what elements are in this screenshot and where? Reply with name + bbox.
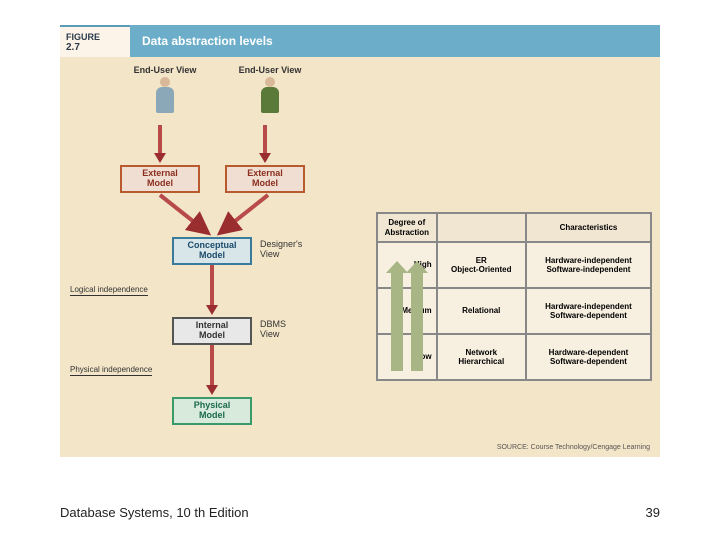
models-cell: NetworkHierarchical	[437, 334, 526, 380]
chars-cell: Hardware-independentSoftware-independent	[526, 242, 651, 288]
physical-independence-label: Physical independence	[70, 365, 152, 376]
box-line2: Model	[147, 179, 173, 189]
level-cell: Medium	[377, 288, 437, 334]
end-user-2: End-User View	[225, 65, 315, 117]
figure-title: Data abstraction levels	[130, 25, 660, 57]
external-model-box-2: External Model	[225, 165, 305, 193]
th-degree: Degree of Abstraction	[377, 213, 437, 242]
person-icon	[151, 77, 179, 117]
designers-view-label: Designer's View	[260, 239, 302, 259]
arrow-head	[206, 305, 218, 315]
arrow-head	[259, 153, 271, 163]
chars-cell: Hardware-dependentSoftware-dependent	[526, 334, 651, 380]
th-blank	[437, 213, 526, 242]
models-cell: ERObject-Oriented	[437, 242, 526, 288]
figure-number: 2.7	[66, 42, 130, 53]
user-label: End-User View	[225, 65, 315, 75]
th-characteristics: Characteristics	[526, 213, 651, 242]
level-cell: Low	[377, 334, 437, 380]
figure-number-box: FIGURE 2.7	[60, 25, 130, 57]
source-credit: SOURCE: Course Technology/Cengage Learni…	[497, 444, 650, 451]
models-cell: Relational	[437, 288, 526, 334]
box-line2: Model	[199, 411, 225, 421]
chars-cell: Hardware-independentSoftware-dependent	[526, 288, 651, 334]
characteristics-table: Degree of Abstraction Characteristics Hi…	[376, 212, 652, 381]
end-user-1: End-User View	[120, 65, 210, 117]
arrow	[263, 125, 267, 153]
user-label: End-User View	[120, 65, 210, 75]
figure-label: FIGURE	[66, 32, 130, 42]
diagram-canvas: End-User View End-User View External Mod…	[60, 57, 660, 457]
arrow	[210, 265, 214, 305]
footer-text: Database Systems, 10 th Edition	[60, 505, 249, 520]
person-icon	[256, 77, 284, 117]
arrow	[210, 345, 214, 385]
up-arrow-icon	[411, 271, 423, 371]
page-number: 39	[646, 505, 660, 520]
arrow-head	[206, 385, 218, 395]
conceptual-model-box: Conceptual Model	[172, 237, 252, 265]
logical-independence-label: Logical independence	[70, 285, 148, 296]
box-line2: Model	[252, 179, 278, 189]
arrow-diag	[150, 193, 280, 237]
external-model-box-1: External Model	[120, 165, 200, 193]
physical-model-box: Physical Model	[172, 397, 252, 425]
up-arrow-icon	[391, 271, 403, 371]
dbms-view-label: DBMS View	[260, 319, 286, 339]
figure-slide: FIGURE 2.7 Data abstraction levels End-U…	[60, 25, 660, 465]
box-line2: Model	[199, 331, 225, 341]
internal-model-box: Internal Model	[172, 317, 252, 345]
box-line2: Model	[199, 251, 225, 261]
arrow-head	[154, 153, 166, 163]
table-header-row: Degree of Abstraction Characteristics	[377, 213, 651, 242]
figure-header: FIGURE 2.7 Data abstraction levels	[60, 25, 660, 57]
arrow	[158, 125, 162, 153]
